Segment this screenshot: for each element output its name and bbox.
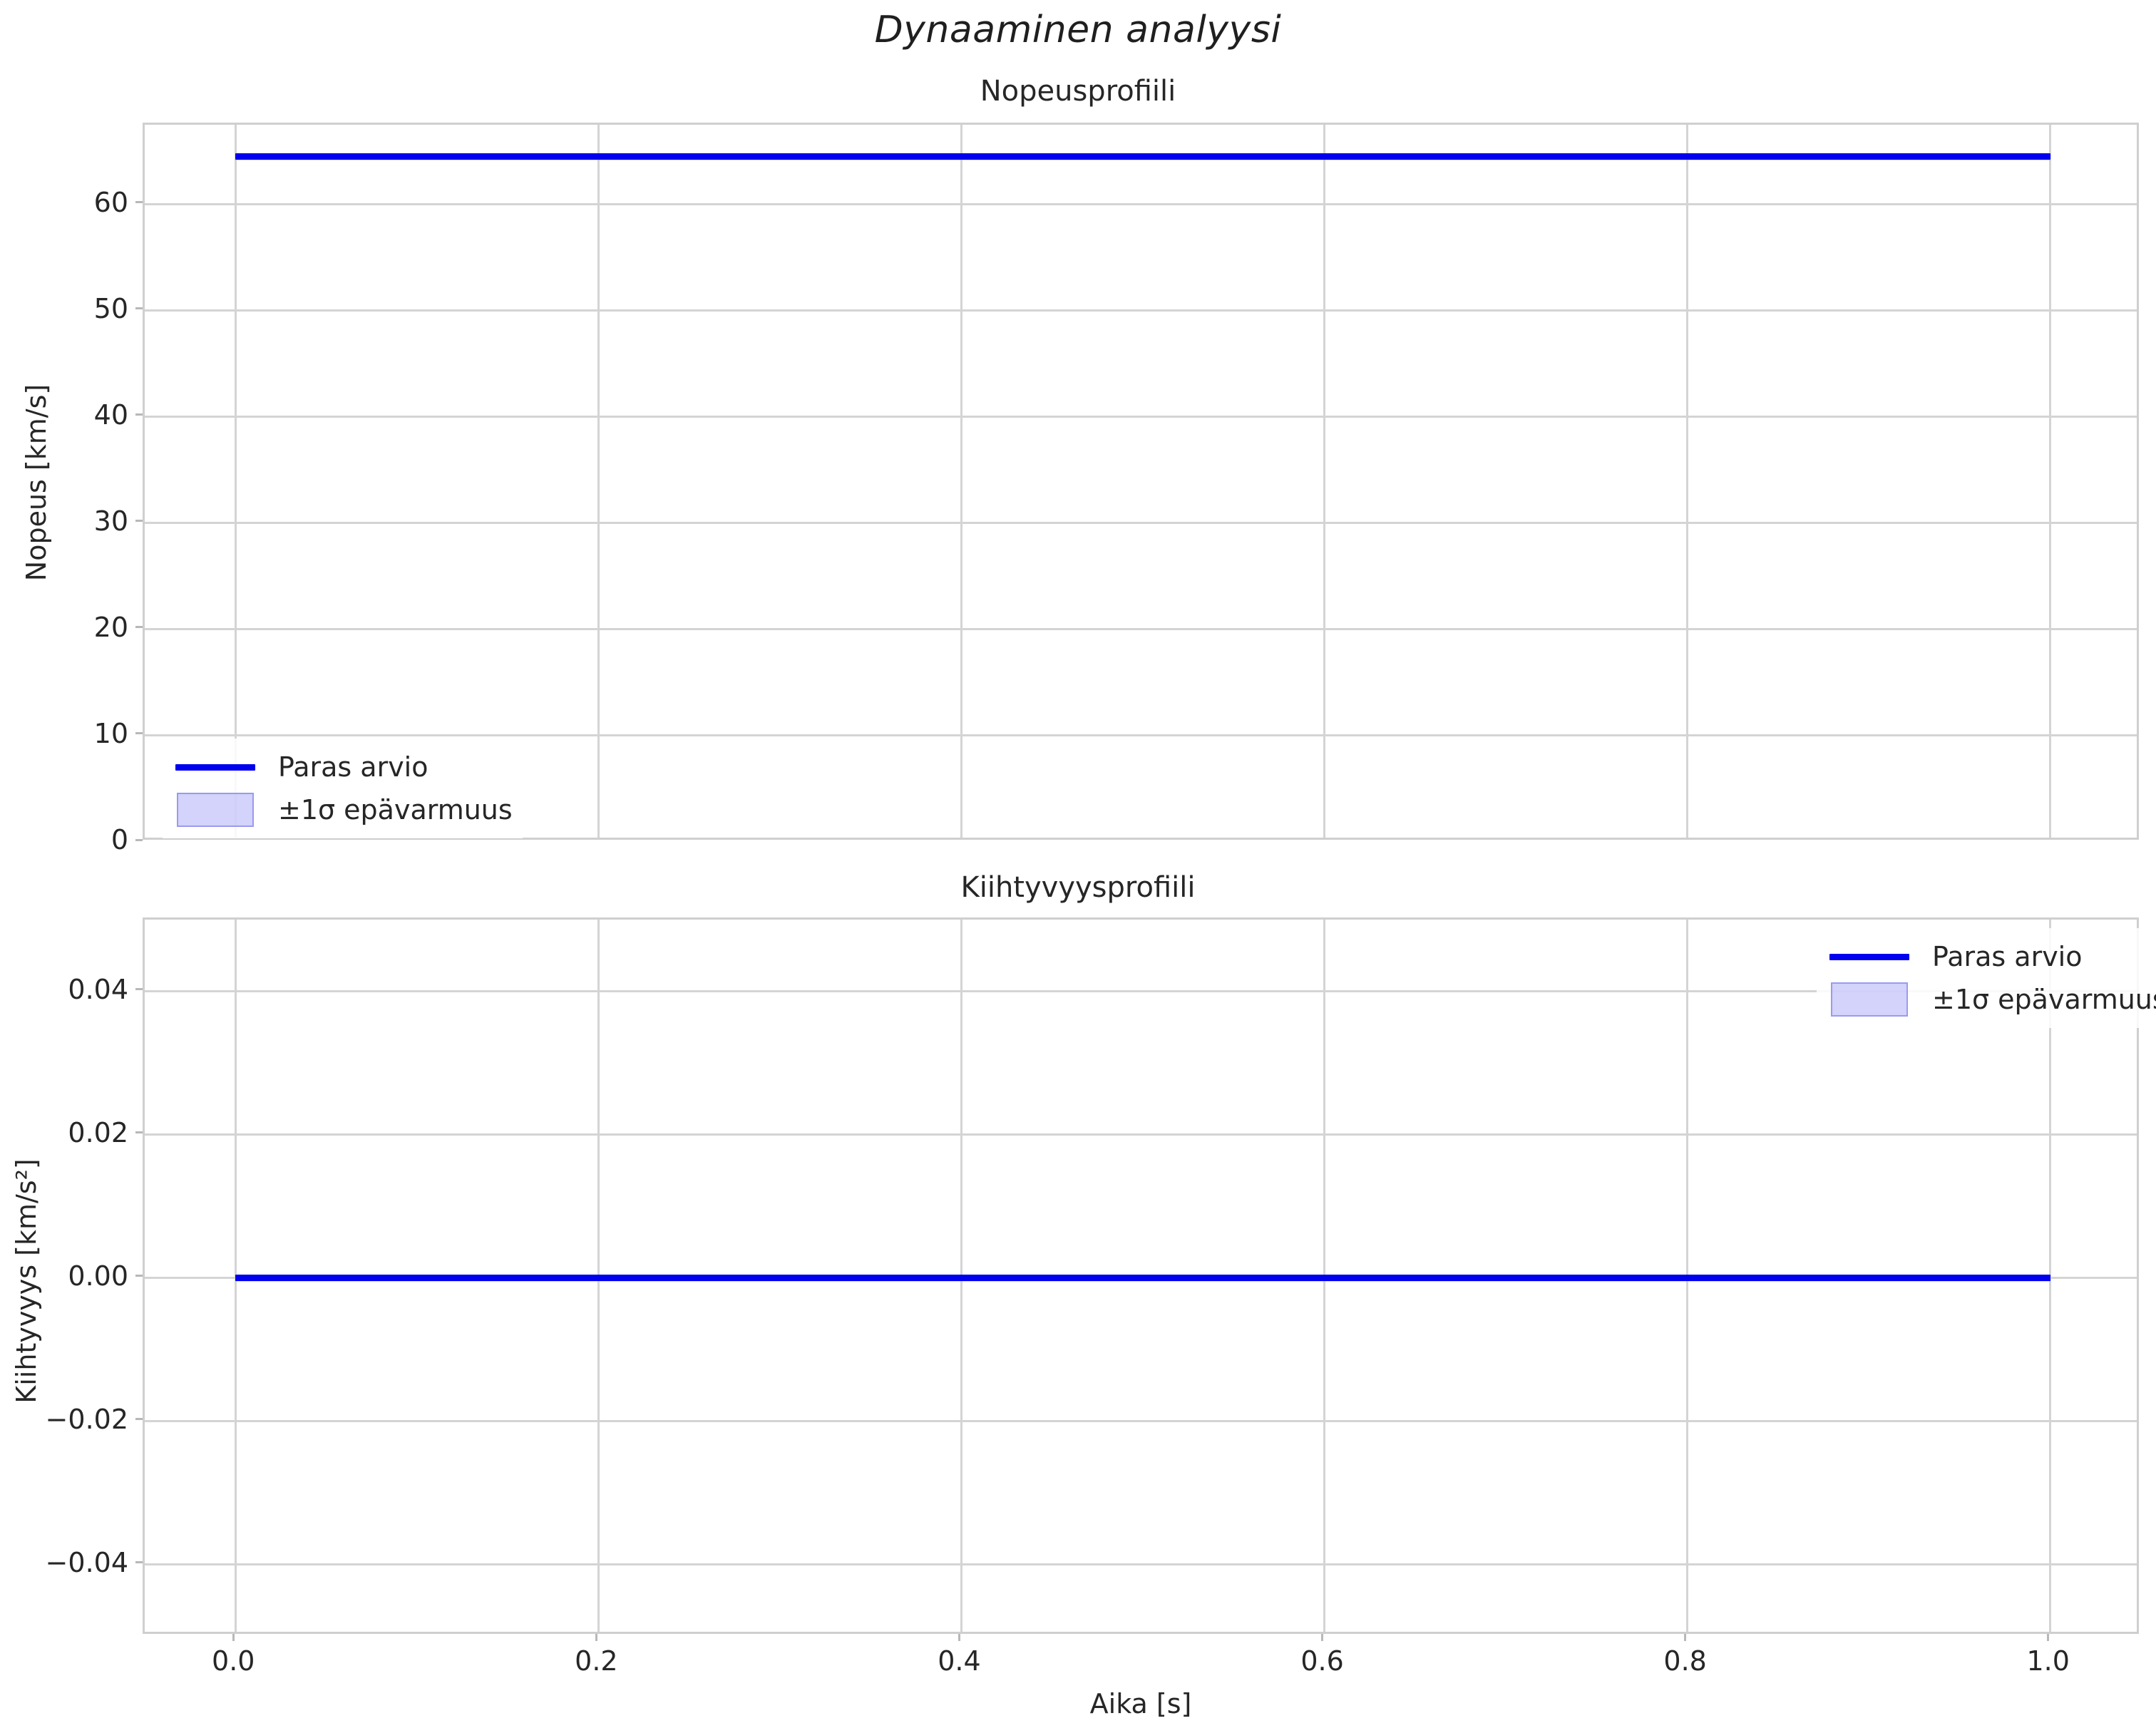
ytick-mark — [135, 413, 143, 416]
legend-label-band: ±1σ epävarmuus — [1932, 984, 2156, 1015]
xtick-mark — [232, 1634, 235, 1641]
legend-line-swatch-icon — [1827, 953, 1912, 960]
ytick-label: 0.02 — [68, 1116, 128, 1148]
legend-label-line: Paras arvio — [1932, 941, 2083, 972]
acceleration-ytick-labels: 0.04 0.02 0.00 −0.02 −0.04 — [14, 917, 128, 1634]
ytick-label: 60 — [93, 186, 128, 218]
ytick-label: −0.02 — [45, 1403, 128, 1435]
ytick-mark — [135, 307, 143, 310]
legend-line-swatch-icon — [173, 763, 258, 771]
xtick-mark — [958, 1634, 960, 1641]
ytick-mark — [135, 732, 143, 735]
ytick-label: 0.00 — [68, 1260, 128, 1292]
ytick-mark — [135, 1131, 143, 1133]
legend-label-band: ±1σ epävarmuus — [278, 794, 513, 826]
ytick-mark — [135, 626, 143, 629]
ytick-mark — [135, 1275, 143, 1277]
ytick-label: 30 — [93, 505, 128, 537]
legend-band-swatch-icon — [173, 793, 258, 827]
xtick-label: 0.6 — [1300, 1645, 1344, 1677]
xtick-mark — [2047, 1634, 2050, 1641]
gridline-vertical — [960, 125, 962, 838]
legend-row-line: Paras arvio — [173, 746, 513, 788]
velocity-plot-area — [143, 123, 2139, 840]
acceleration-plot-area — [143, 917, 2139, 1634]
gridline-vertical — [2049, 125, 2052, 838]
subplot-title-velocity: Nopeusprofiili — [980, 75, 1176, 108]
xtick-label: 0.2 — [575, 1645, 618, 1677]
xtick-mark — [1321, 1634, 1324, 1641]
xtick-mark — [1684, 1634, 1687, 1641]
data-line — [235, 1275, 2050, 1281]
xtick-label: 0.0 — [212, 1645, 255, 1677]
gridline-vertical — [597, 125, 600, 838]
xtick-label: 1.0 — [2026, 1645, 2070, 1677]
ytick-label: 10 — [93, 717, 128, 749]
gridline-horizontal — [145, 1133, 2137, 1136]
gridline-horizontal — [145, 1420, 2137, 1422]
shared-xlabel: Aika [s] — [1089, 1688, 1192, 1719]
gridline-horizontal — [145, 416, 2137, 418]
xtick-label: 0.8 — [1663, 1645, 1707, 1677]
ytick-label: 20 — [93, 611, 128, 643]
gridline-vertical — [2049, 920, 2052, 1632]
ytick-label: −0.04 — [45, 1546, 128, 1578]
gridline-vertical — [234, 125, 237, 838]
legend-row-line: Paras arvio — [1827, 935, 2156, 978]
xtick-label: 0.4 — [938, 1645, 981, 1677]
data-line — [235, 153, 2050, 160]
gridline-horizontal — [145, 203, 2137, 206]
ytick-label: 0.04 — [68, 973, 128, 1005]
legend-band-swatch-icon — [1827, 982, 1912, 1017]
xtick-mark — [595, 1634, 597, 1641]
velocity-ytick-labels: 0 10 20 30 40 50 60 — [14, 123, 128, 855]
ytick-mark — [135, 1418, 143, 1420]
ytick-label: 50 — [93, 292, 128, 324]
legend-row-band: ±1σ epävarmuus — [1827, 978, 2156, 1021]
ytick-mark — [135, 838, 143, 841]
ytick-mark — [135, 1561, 143, 1563]
ytick-mark — [135, 520, 143, 523]
gridline-horizontal — [145, 628, 2137, 631]
subplot-title-acceleration: Kiihtyvyysprofiili — [960, 871, 1196, 904]
ytick-mark — [135, 988, 143, 990]
gridline-vertical — [1323, 125, 1326, 838]
gridline-vertical — [1686, 125, 1689, 838]
ytick-label: 40 — [93, 398, 128, 431]
figure-suptitle: Dynaaminen analyysi — [874, 9, 1282, 51]
gridline-horizontal — [145, 522, 2137, 525]
acceleration-legend: Paras arvio ±1σ epävarmuus — [1817, 928, 2156, 1028]
velocity-legend: Paras arvio ±1σ epävarmuus — [163, 739, 523, 838]
legend-label-line: Paras arvio — [278, 751, 428, 783]
ytick-label: 0 — [111, 824, 128, 855]
gridline-horizontal — [145, 309, 2137, 312]
acceleration-ylabel: Kiihtyvyys [km/s²] — [11, 1158, 42, 1404]
gridline-horizontal — [145, 734, 2137, 737]
legend-row-band: ±1σ epävarmuus — [173, 788, 513, 831]
ytick-mark — [135, 201, 143, 204]
gridline-horizontal — [145, 990, 2137, 992]
gridline-horizontal — [145, 1563, 2137, 1565]
velocity-ylabel: Nopeus [km/s] — [21, 384, 52, 582]
